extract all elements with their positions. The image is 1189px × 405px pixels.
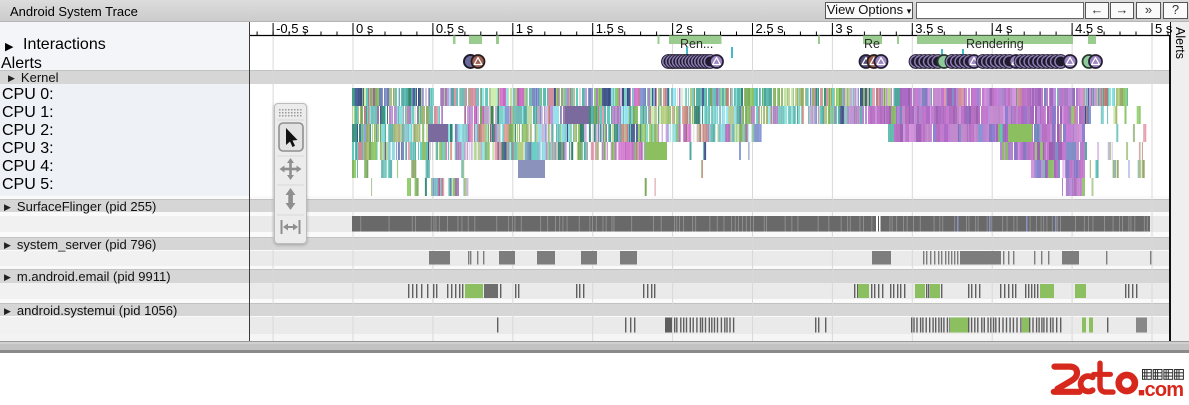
svg-text:4.5 s: 4.5 s [1075, 21, 1104, 36]
svg-text:4 s: 4 s [995, 21, 1013, 36]
svg-text:0 s: 0 s [356, 21, 374, 36]
svg-text:2 s: 2 s [676, 21, 694, 36]
svg-text:0.5 s: 0.5 s [436, 21, 465, 36]
svg-text:1.5 s: 1.5 s [596, 21, 625, 36]
svg-text:com: com [1145, 379, 1184, 401]
svg-text:Re: Re [864, 37, 880, 51]
svg-text:-0.5 s: -0.5 s [276, 21, 309, 36]
svg-text:Rendering: Rendering [966, 37, 1024, 51]
svg-text:5 s: 5 s [1155, 21, 1173, 36]
svg-text:3.5 s: 3.5 s [915, 21, 944, 36]
svg-text:Ren...: Ren... [680, 37, 713, 51]
svg-text:3 s: 3 s [835, 21, 853, 36]
svg-text:1 s: 1 s [516, 21, 534, 36]
svg-text:2.5 s: 2.5 s [756, 21, 785, 36]
